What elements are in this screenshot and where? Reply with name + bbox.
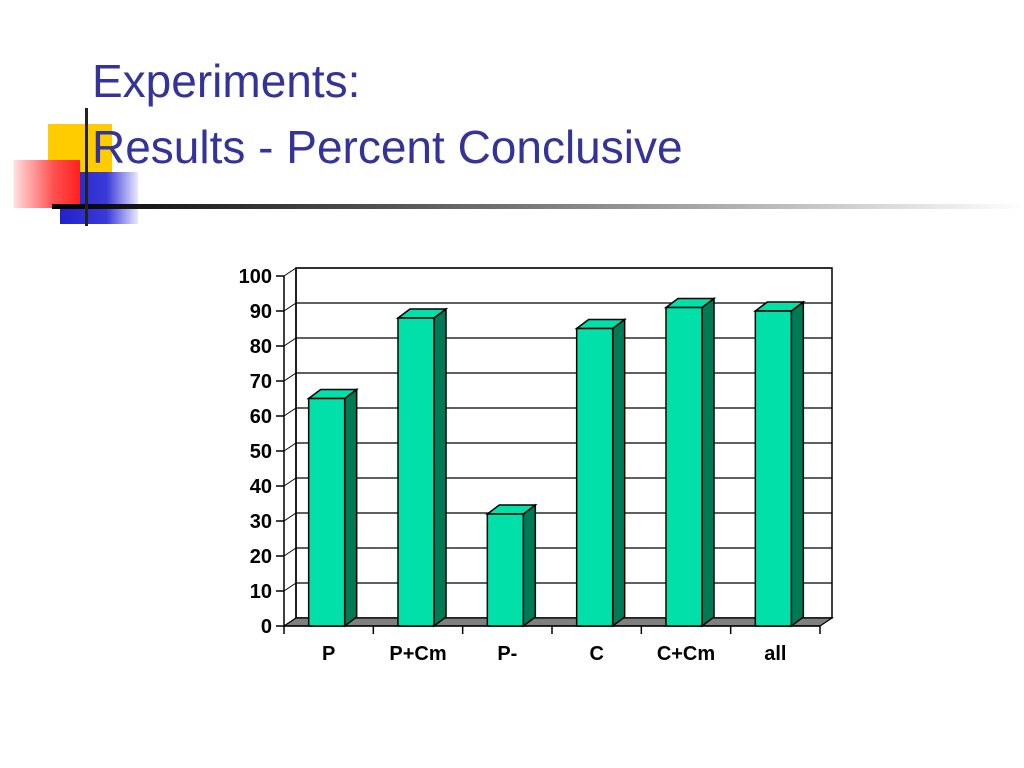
bar-front — [575, 327, 614, 627]
bar-side — [790, 300, 805, 628]
side-wall-line — [283, 337, 297, 347]
chart-bars — [306, 297, 806, 628]
bar-C+Cm — [663, 297, 717, 628]
side-wall-line — [283, 582, 297, 592]
side-wall-line — [283, 407, 297, 417]
title-line-1: Experiments: — [92, 55, 361, 107]
side-wall-line — [283, 547, 297, 557]
y-tick-label: 30 — [250, 511, 272, 533]
chart-grid — [283, 267, 833, 627]
bar-P- — [485, 503, 538, 628]
side-wall-line — [283, 302, 297, 312]
bar-side — [433, 307, 447, 628]
vertical-rule-line — [85, 108, 88, 226]
y-tick-label: 70 — [250, 371, 272, 393]
slide-title: Experiments: Results - Percent Conclusiv… — [92, 48, 683, 180]
chart-floor-plane — [282, 617, 834, 627]
y-tick-label: 100 — [239, 266, 272, 288]
bar-P+Cm — [395, 307, 449, 628]
bar-front — [754, 310, 793, 627]
y-tick-label: 50 — [250, 441, 272, 463]
y-tick-label: 0 — [261, 616, 272, 638]
x-tick-labels: P P+Cm P- C C+Cm all — [322, 643, 786, 665]
x-tick-label: P+Cm — [389, 643, 446, 665]
bar-side — [611, 318, 626, 628]
y-tick-label: 90 — [250, 301, 272, 323]
bar-P — [306, 388, 359, 628]
bar-side — [343, 388, 358, 628]
bar-side — [701, 297, 715, 628]
bar-side — [522, 503, 537, 628]
chart-floor — [282, 617, 834, 627]
side-wall-line — [283, 512, 297, 522]
side-wall-line — [283, 477, 297, 487]
y-tick-label: 60 — [250, 406, 272, 428]
x-tick-label: C+Cm — [657, 643, 715, 665]
x-tick-label: C — [589, 643, 603, 665]
side-wall-line — [283, 267, 297, 277]
bar-all — [753, 300, 806, 628]
side-wall-line — [283, 442, 297, 452]
slide-decoration — [14, 108, 1024, 226]
bar-front — [307, 397, 346, 627]
red-square — [14, 160, 80, 208]
title-line-2: Results - Percent Conclusive — [92, 121, 683, 173]
x-tick-label: P — [322, 643, 335, 665]
y-tick-label: 10 — [250, 581, 272, 603]
title-rule-line — [52, 204, 1024, 209]
y-tick-label: 40 — [250, 476, 272, 498]
chart-axes — [276, 268, 821, 634]
y-tick-label: 80 — [250, 336, 272, 358]
x-tick-label: P- — [497, 643, 517, 665]
y-tick-label: 20 — [250, 546, 272, 568]
bar-C — [574, 318, 627, 628]
side-wall-line — [283, 372, 297, 382]
bar-front — [397, 317, 435, 627]
y-tick-labels: 0 10 20 30 40 50 60 70 80 90 100 — [239, 266, 272, 638]
x-tick-label: all — [764, 643, 786, 665]
bar-front — [486, 513, 525, 627]
bar-front — [665, 306, 703, 627]
